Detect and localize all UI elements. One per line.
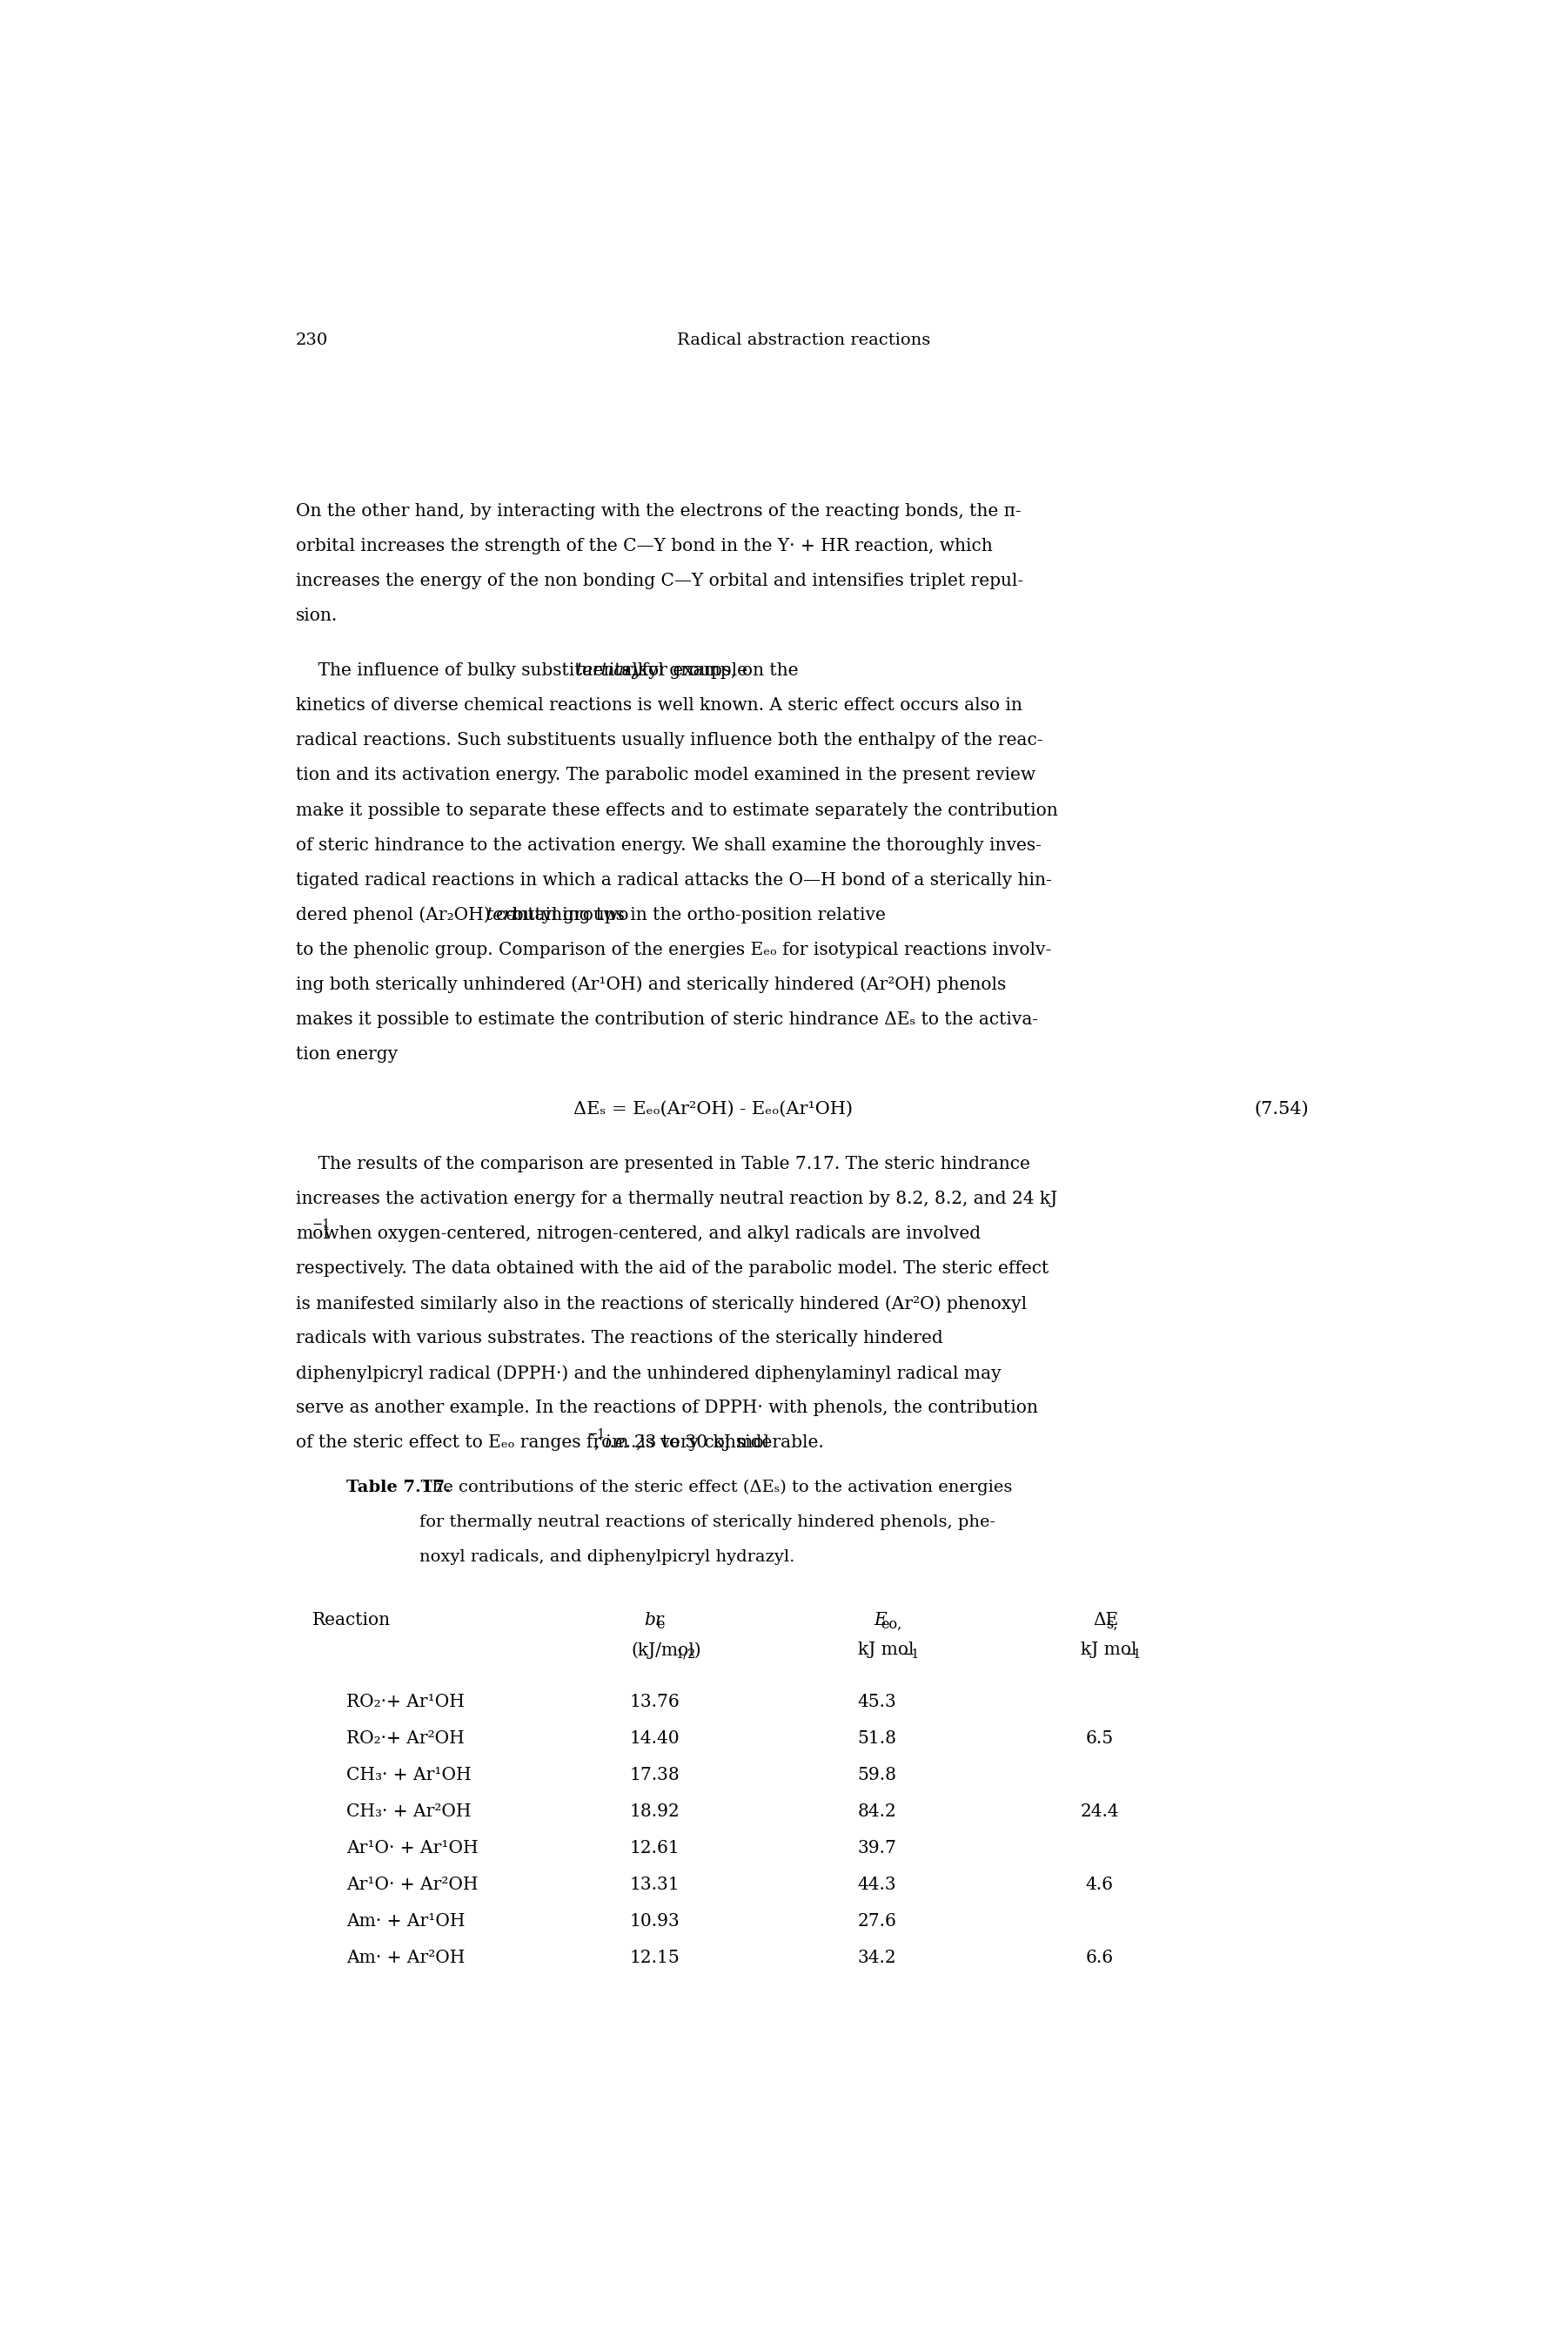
Text: 14.40: 14.40 [629, 1730, 679, 1746]
Text: sion.: sion. [296, 609, 337, 625]
Text: (7.54): (7.54) [1254, 1100, 1309, 1119]
Text: 10.93: 10.93 [629, 1913, 679, 1929]
Text: E: E [873, 1612, 886, 1629]
Text: tigated radical reactions in which a radical attacks the O—H bond of a stericall: tigated radical reactions in which a rad… [296, 872, 1052, 888]
Text: ΔE: ΔE [1093, 1612, 1118, 1629]
Text: 17.38: 17.38 [629, 1767, 679, 1784]
Text: radicals with various substrates. The reactions of the sterically hindered: radicals with various substrates. The re… [296, 1330, 942, 1347]
Text: radical reactions. Such substituents usually influence both the enthalpy of the : radical reactions. Such substituents usu… [296, 733, 1043, 750]
Text: −1: −1 [900, 1647, 919, 1661]
Text: The influence of bulky substituents, for example: The influence of bulky substituents, for… [296, 663, 753, 679]
Text: increases the energy of the non bonding C—Y orbital and intensifies triplet repu: increases the energy of the non bonding … [296, 573, 1024, 590]
Text: is very considerable.: is very considerable. [635, 1436, 823, 1452]
Text: 1/2: 1/2 [676, 1647, 696, 1661]
Text: (kJ/mol): (kJ/mol) [630, 1643, 701, 1659]
Text: 24.4: 24.4 [1080, 1802, 1120, 1821]
Text: to the phenolic group. Comparison of the energies Eₑₒ for isotypical reactions i: to the phenolic group. Comparison of the… [296, 942, 1051, 959]
Text: 13.76: 13.76 [629, 1694, 679, 1711]
Text: 12.61: 12.61 [629, 1840, 679, 1856]
Text: 6.6: 6.6 [1085, 1950, 1113, 1967]
Text: dered phenol (Ar₂OH) containing two: dered phenol (Ar₂OH) containing two [296, 907, 633, 924]
Text: 84.2: 84.2 [858, 1802, 897, 1821]
Text: make it possible to separate these effects and to estimate separately the contri: make it possible to separate these effec… [296, 801, 1058, 818]
Text: tertiary: tertiary [577, 663, 643, 679]
Text: −1: −1 [1123, 1647, 1142, 1661]
Text: orbital increases the strength of the C—Y bond in the Y· + HR reaction, which: orbital increases the strength of the C—… [296, 538, 993, 555]
Text: 59.8: 59.8 [858, 1767, 897, 1784]
Text: 18.92: 18.92 [629, 1802, 679, 1821]
Text: respectively. The data obtained with the aid of the parabolic model. The steric : respectively. The data obtained with the… [296, 1260, 1049, 1276]
Text: 51.8: 51.8 [858, 1730, 897, 1746]
Text: RO₂·+ Ar¹OH: RO₂·+ Ar¹OH [347, 1694, 464, 1711]
Text: of steric hindrance to the activation energy. We shall examine the thoroughly in: of steric hindrance to the activation en… [296, 837, 1041, 853]
Text: ing both sterically unhindered (Ar¹OH) and sterically hindered (Ar²OH) phenols: ing both sterically unhindered (Ar¹OH) a… [296, 975, 1007, 994]
Text: CH₃· + Ar¹OH: CH₃· + Ar¹OH [347, 1767, 472, 1784]
Text: diphenylpicryl radical (DPPH·) and the unhindered diphenylaminyl radical may: diphenylpicryl radical (DPPH·) and the u… [296, 1365, 1000, 1382]
Text: kJ mol: kJ mol [1080, 1643, 1137, 1659]
Text: 12.15: 12.15 [629, 1950, 679, 1967]
Text: 44.3: 44.3 [858, 1878, 897, 1894]
Text: 34.2: 34.2 [858, 1950, 897, 1967]
Text: when oxygen-centered, nitrogen-centered, and alkyl radicals are involved: when oxygen-centered, nitrogen-centered,… [318, 1227, 982, 1243]
Text: Radical abstraction reactions: Radical abstraction reactions [677, 331, 930, 348]
Text: kJ mol: kJ mol [858, 1643, 914, 1659]
Text: makes it possible to estimate the contribution of steric hindrance ΔEₛ to the ac: makes it possible to estimate the contri… [296, 1010, 1038, 1027]
Text: 230: 230 [296, 331, 328, 348]
Text: is manifested similarly also in the reactions of sterically hindered (Ar²O) phen: is manifested similarly also in the reac… [296, 1295, 1027, 1311]
Text: eo,: eo, [881, 1617, 902, 1631]
Text: noxyl radicals, and diphenylpicryl hydrazyl.: noxyl radicals, and diphenylpicryl hydra… [420, 1549, 795, 1565]
Text: Ar¹O· + Ar²OH: Ar¹O· + Ar²OH [347, 1878, 478, 1894]
Text: 4.6: 4.6 [1085, 1878, 1113, 1894]
Text: i.e..,: i.e.., [605, 1436, 643, 1452]
Text: 39.7: 39.7 [858, 1840, 897, 1856]
Text: −1: −1 [586, 1429, 605, 1441]
Text: alkyl groups, on the: alkyl groups, on the [616, 663, 798, 679]
Text: 27.6: 27.6 [858, 1913, 897, 1929]
Text: kinetics of diverse chemical reactions is well known. A steric effect occurs als: kinetics of diverse chemical reactions i… [296, 698, 1022, 714]
Text: −1: −1 [312, 1220, 331, 1231]
Text: On the other hand, by interacting with the electrons of the reacting bonds, the : On the other hand, by interacting with t… [296, 503, 1021, 519]
Text: CH₃· + Ar²OH: CH₃· + Ar²OH [347, 1802, 472, 1821]
Text: increases the activation energy for a thermally neutral reaction by 8.2, 8.2, an: increases the activation energy for a th… [296, 1191, 1057, 1208]
Text: 6.5: 6.5 [1085, 1730, 1113, 1746]
Text: serve as another example. In the reactions of DPPH· with phenols, the contributi: serve as another example. In the reactio… [296, 1401, 1038, 1417]
Text: -butyl groups in the ortho-position relative: -butyl groups in the ortho-position rela… [506, 907, 886, 924]
Text: of the steric effect to Eₑₒ ranges from 23 to 30 kJ mol: of the steric effect to Eₑₒ ranges from … [296, 1436, 770, 1452]
Text: The contributions of the steric effect (ΔEₛ) to the activation energies: The contributions of the steric effect (… [411, 1480, 1013, 1495]
Text: Table 7.17.: Table 7.17. [347, 1480, 452, 1495]
Text: RO₂·+ Ar²OH: RO₂·+ Ar²OH [347, 1730, 464, 1746]
Text: ΔEₛ = Eₑₒ(Ar²OH) - Eₑₒ(Ar¹OH): ΔEₛ = Eₑₒ(Ar²OH) - Eₑₒ(Ar¹OH) [574, 1100, 853, 1119]
Text: Ar¹O· + Ar¹OH: Ar¹O· + Ar¹OH [347, 1840, 478, 1856]
Text: for thermally neutral reactions of sterically hindered phenols, phe-: for thermally neutral reactions of steri… [420, 1513, 996, 1530]
Text: Am· + Ar¹OH: Am· + Ar¹OH [347, 1913, 466, 1929]
Text: s,: s, [1107, 1617, 1118, 1631]
Text: Am· + Ar²OH: Am· + Ar²OH [347, 1950, 466, 1967]
Text: tion and its activation energy. The parabolic model examined in the present revi: tion and its activation energy. The para… [296, 766, 1035, 785]
Text: e: e [655, 1617, 665, 1631]
Text: tert: tert [486, 907, 519, 924]
Text: The results of the comparison are presented in Table 7.17. The steric hindrance: The results of the comparison are presen… [296, 1156, 1030, 1173]
Text: br: br [644, 1612, 663, 1629]
Text: ,: , [594, 1436, 605, 1452]
Text: 45.3: 45.3 [858, 1694, 897, 1711]
Text: tion energy: tion energy [296, 1046, 398, 1062]
Text: Reaction: Reaction [312, 1612, 390, 1629]
Text: mol: mol [296, 1227, 329, 1243]
Text: 13.31: 13.31 [629, 1878, 679, 1894]
